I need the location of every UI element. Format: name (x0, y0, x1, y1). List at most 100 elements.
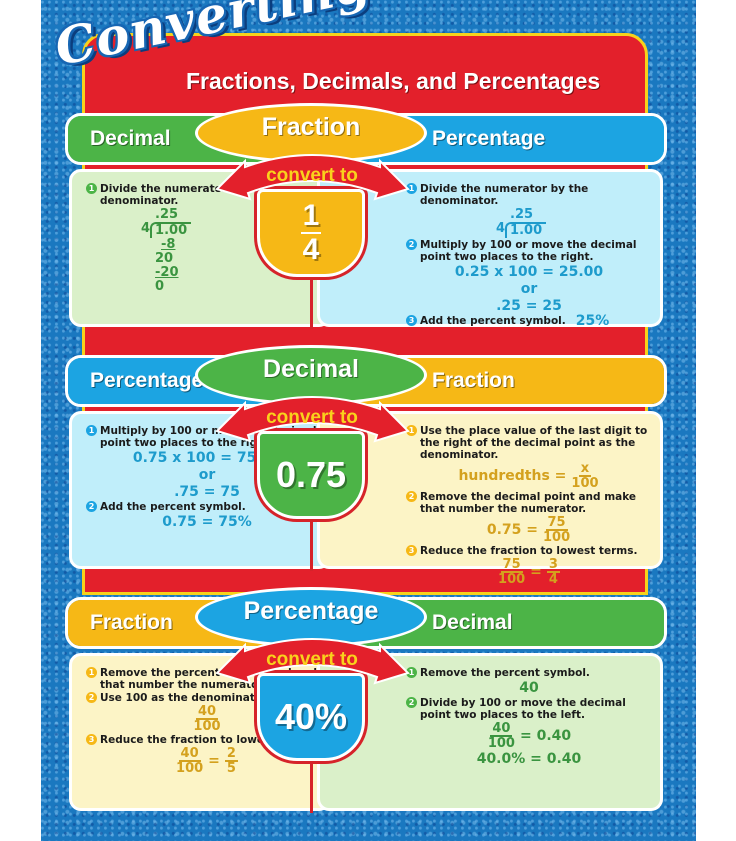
divisor: 4 (496, 221, 506, 236)
step-number-icon: 2 (86, 692, 97, 703)
numerator: 2 (224, 746, 238, 762)
convert-to-arrow-icon: convert to (215, 638, 410, 685)
convert-to-label: convert to (266, 165, 358, 186)
step-text: Use 100 as the denominator. (100, 692, 270, 704)
math-text: or (198, 467, 216, 483)
poster-subtitle: Fractions, Decimals, and Percentages (186, 68, 601, 94)
conversion-section-percentage: Fraction Decimal 1 Remove the percent symbo… (65, 587, 667, 813)
step-item: 2 Use 100 as the denominator. (86, 692, 328, 704)
example-value-sign: 0.75 (254, 428, 368, 522)
math-text: hundredths = (458, 468, 567, 484)
convert-to-arrow-icon: convert to (215, 154, 410, 201)
math-expression: 40.0% = 0.40 (406, 751, 652, 767)
step-text: Divide the numerator by the denominator. (420, 183, 589, 207)
math-text: 0.25 x 100 = 25.00 (454, 264, 604, 280)
math-expression: 40 100 = 0.40 (406, 722, 652, 750)
math-expression: 0.75 = 75% (86, 514, 328, 530)
step-number-icon: 2 (406, 239, 417, 250)
fraction: 40 100 (488, 722, 515, 750)
math-expression: .75 = 75 (86, 484, 328, 500)
division-step: 20 (155, 251, 174, 266)
step-number-icon: 2 (406, 697, 417, 708)
step-number-icon: 1 (406, 667, 417, 678)
division-row: 4 1.00 (141, 221, 192, 238)
math-text: 40 (519, 680, 539, 696)
long-division: .25 4 1.00 (496, 208, 652, 238)
math-expression: hundredths = x 100 (406, 462, 652, 490)
math-text: = (208, 753, 220, 769)
right-method-panel: 1 Divide the numerator by the denominator… (317, 169, 663, 329)
math-text: .75 = 75 (174, 484, 240, 500)
arrow-band (215, 396, 410, 443)
math-text: = 0.40 (519, 728, 572, 744)
numerator: 40 (178, 746, 201, 762)
step-number-icon: 2 (86, 501, 97, 512)
math-expression: or (406, 281, 652, 297)
denominator: 5 (226, 761, 236, 776)
connector-line (310, 263, 313, 329)
math-text: 40.0% = 0.40 (476, 751, 582, 767)
math-expression: 40 100 = 2 5 (86, 747, 328, 775)
step-item: 1 Use the place value of the last digit t… (406, 425, 652, 461)
math-expression: 40 100 (86, 705, 328, 733)
fraction: 75 100 (543, 516, 570, 544)
dividend: 1.00 (505, 222, 547, 238)
step-item: 1 Remove the percent symbol. (406, 667, 652, 679)
step-item: 1 Divide the numerator by the denominator… (406, 183, 652, 207)
conversion-section-decimal: Percentage Fraction 1 Multiply by 100 or mo… (65, 345, 667, 586)
dividend: 1.00 (150, 222, 192, 238)
conversion-section-fraction: Decimal Percentage 1 Divide the numerator b… (65, 103, 667, 329)
step-item: 2 Divide by 100 or move the decimal point… (406, 697, 652, 721)
denominator: 100 (543, 530, 571, 545)
connector-line (310, 747, 313, 813)
division-step: -20 (155, 265, 179, 280)
step-text: Use the place value of the last digit to… (420, 425, 648, 461)
step-text: Add the percent symbol. (420, 315, 566, 327)
numerator: 40 (490, 721, 513, 737)
step-item: 3 Add the percent symbol. 25% (406, 313, 652, 329)
math-expression: 0.75 = 75 100 (406, 516, 652, 544)
example-value: 0.75 (275, 454, 347, 495)
quotient: .25 (141, 208, 178, 222)
numerator: 1 (300, 199, 322, 234)
division-step: 0 (155, 279, 165, 294)
source-type-oval: Fraction (195, 103, 427, 163)
step-item: 2 Remove the decimal point and make that … (406, 491, 652, 515)
numerator: 75 (500, 557, 523, 573)
step-text: Multiply by 100 or move the decimal poin… (420, 239, 637, 263)
step-item: 2 Multiply by 100 or move the decimal poi… (406, 239, 652, 263)
math-expression: .25 = 25 (406, 298, 652, 314)
example-value: 40% (274, 696, 348, 737)
math-expression: or (86, 467, 328, 483)
divisor: 4 (141, 221, 151, 236)
math-expression: 75 100 = 3 4 (406, 558, 652, 586)
quotient-value: .25 (510, 207, 534, 222)
fraction: x 100 (571, 462, 598, 490)
step-text: Add the percent symbol. (100, 501, 246, 513)
numerator: 3 (546, 557, 560, 573)
source-type-oval: Decimal (195, 345, 427, 405)
denominator: 100 (487, 736, 515, 751)
step-number-icon: 1 (86, 667, 97, 678)
right-method-panel: 1 Use the place value of the last digit t… (317, 411, 663, 586)
denominator: 100 (571, 476, 599, 491)
step-number-icon: 2 (406, 491, 417, 502)
step-text: Reduce the fraction to lowest terms. (420, 545, 638, 557)
fraction: 40 100 (176, 747, 203, 775)
denominator: 100 (193, 719, 221, 734)
arrow-band (215, 638, 410, 685)
step-number-icon: 1 (406, 183, 417, 194)
math-text: 0.75 = (486, 522, 538, 538)
math-text: .25 = 25 (496, 298, 562, 314)
numerator: 40 (195, 704, 219, 720)
fraction: 75 100 (498, 558, 525, 586)
denominator: 100 (176, 761, 204, 776)
step-result: 25% (575, 313, 610, 329)
step-number-icon: 3 (86, 734, 97, 745)
convert-to-label: convert to (266, 649, 358, 670)
math-expression: 0.25 x 100 = 25.00 (406, 264, 652, 280)
math-text: or (520, 281, 538, 297)
math-expression: 40 (406, 680, 652, 696)
example-value-sign: 40% (254, 670, 368, 764)
